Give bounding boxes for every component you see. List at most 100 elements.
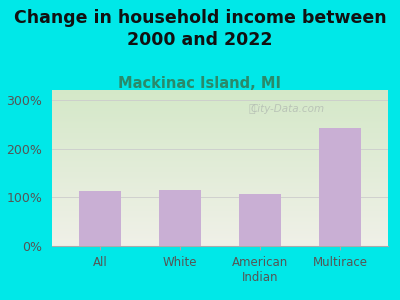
Bar — [52, 105, 388, 106]
Bar — [52, 131, 388, 132]
Bar — [52, 153, 388, 154]
Bar — [52, 126, 388, 127]
Bar — [52, 110, 388, 111]
Bar — [52, 174, 388, 175]
Bar — [52, 242, 388, 243]
Bar — [52, 161, 388, 162]
Bar — [52, 172, 388, 173]
Bar — [52, 124, 388, 125]
Bar — [52, 220, 388, 221]
Bar — [52, 145, 388, 146]
Bar — [52, 128, 388, 129]
Bar — [52, 117, 388, 118]
Bar — [52, 93, 388, 94]
Bar — [52, 141, 388, 142]
Bar — [52, 207, 388, 208]
Bar — [52, 235, 388, 236]
Bar — [52, 150, 388, 151]
Bar — [52, 221, 388, 222]
Bar — [52, 179, 388, 180]
Bar — [52, 135, 388, 136]
Bar — [52, 133, 388, 134]
Bar — [52, 184, 388, 185]
Bar — [52, 218, 388, 219]
Bar — [52, 175, 388, 176]
Bar — [52, 163, 388, 164]
Bar — [52, 92, 388, 93]
Bar — [52, 151, 388, 152]
Bar — [52, 158, 388, 159]
Bar — [52, 188, 388, 189]
Bar — [52, 100, 388, 101]
Bar — [52, 190, 388, 191]
Bar — [52, 204, 388, 205]
Bar — [52, 130, 388, 131]
Bar — [52, 198, 388, 199]
Text: Mackinac Island, MI: Mackinac Island, MI — [118, 76, 282, 92]
Bar — [52, 149, 388, 150]
Bar — [52, 229, 388, 230]
Bar — [52, 186, 388, 187]
Bar — [52, 177, 388, 178]
Bar — [52, 96, 388, 97]
Bar — [52, 114, 388, 115]
Bar — [52, 144, 388, 145]
Bar — [52, 201, 388, 202]
Bar — [52, 107, 388, 108]
Bar — [52, 183, 388, 184]
Bar — [52, 171, 388, 172]
Bar — [52, 168, 388, 169]
Bar — [52, 226, 388, 227]
Bar — [52, 132, 388, 133]
Bar — [52, 120, 388, 121]
Bar — [52, 140, 388, 141]
Bar — [239, 194, 281, 246]
Bar — [52, 115, 388, 116]
Bar — [52, 240, 388, 241]
Bar — [52, 112, 388, 113]
Bar — [52, 169, 388, 170]
Bar — [52, 202, 388, 203]
Bar — [52, 197, 388, 198]
Bar — [52, 127, 388, 128]
Bar — [52, 193, 388, 194]
Bar — [52, 119, 388, 120]
Bar — [52, 176, 388, 177]
Bar — [52, 162, 388, 163]
Bar — [52, 122, 388, 123]
Bar — [52, 222, 388, 223]
Bar — [52, 90, 388, 91]
Bar — [52, 116, 388, 117]
Bar — [52, 102, 388, 103]
Bar — [52, 217, 388, 218]
Bar — [52, 191, 388, 192]
Bar — [52, 164, 388, 165]
Bar — [52, 106, 388, 107]
Bar — [52, 228, 388, 229]
Bar — [52, 192, 388, 193]
Bar — [52, 232, 388, 233]
Bar — [52, 101, 388, 102]
Bar — [52, 223, 388, 224]
Bar — [52, 245, 388, 246]
Bar — [52, 155, 388, 156]
Bar — [52, 200, 388, 201]
Bar — [52, 99, 388, 100]
Bar — [52, 196, 388, 197]
Bar — [52, 113, 388, 114]
Bar — [52, 98, 388, 99]
Bar — [52, 118, 388, 119]
Bar — [52, 211, 388, 212]
Bar — [52, 210, 388, 211]
Bar — [52, 121, 388, 122]
Bar — [52, 143, 388, 144]
Bar — [52, 111, 388, 112]
Bar — [52, 166, 388, 167]
Bar — [52, 147, 388, 148]
Bar — [52, 148, 388, 149]
Bar — [159, 190, 201, 246]
Bar — [52, 139, 388, 140]
Bar — [52, 237, 388, 238]
Bar — [52, 234, 388, 235]
Bar — [52, 152, 388, 153]
